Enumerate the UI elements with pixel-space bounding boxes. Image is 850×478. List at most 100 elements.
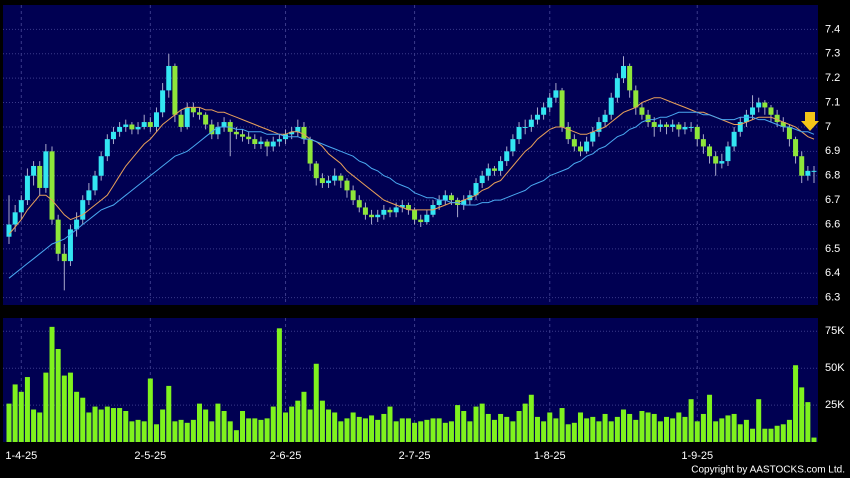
volume-bar: [135, 419, 141, 442]
candle-body: [577, 146, 583, 152]
candle-body: [534, 114, 540, 120]
volume-bar: [178, 419, 184, 442]
candle-body: [301, 126, 307, 140]
volume-tick-label: 25K: [825, 399, 845, 411]
volume-bar: [596, 421, 602, 442]
candle-body: [160, 90, 166, 113]
volume-bar: [774, 425, 780, 442]
x-tick-label: 1-4-25: [5, 450, 37, 462]
candle-body: [473, 183, 479, 196]
copyright: Copyright by AASTOCKS.com Ltd.: [691, 465, 845, 476]
volume-bar: [221, 411, 227, 442]
candle-body: [608, 97, 614, 115]
candle-body: [774, 114, 780, 123]
candle-body: [565, 126, 571, 140]
volume-bar: [104, 406, 110, 442]
volume-bar: [528, 394, 534, 442]
candle-body: [147, 122, 153, 127]
candle-body: [621, 65, 627, 79]
candle-body: [24, 175, 30, 201]
candle-body: [166, 65, 172, 91]
volume-bar: [350, 412, 356, 442]
volume-bar: [577, 412, 583, 442]
y-tick-label: 6.7: [825, 194, 840, 206]
volume-bar: [534, 416, 540, 442]
volume-bar: [153, 424, 159, 442]
volume-bar: [276, 328, 282, 442]
candle-body: [664, 124, 670, 127]
volume-bar: [160, 409, 166, 442]
candle-body: [461, 200, 467, 205]
candle-body: [424, 214, 430, 223]
marker-arrow: [801, 112, 819, 131]
volume-bar: [166, 385, 172, 442]
volume-bar: [793, 365, 799, 442]
candle-body: [196, 112, 202, 115]
candle-body: [6, 224, 12, 237]
volume-bar: [491, 419, 497, 442]
volume-bar: [338, 421, 344, 442]
candle-body: [399, 205, 405, 208]
candle-body: [596, 122, 602, 132]
volume-bar: [258, 419, 264, 442]
candle-body: [522, 126, 528, 128]
volume-bar: [657, 421, 663, 442]
volume-bar: [31, 409, 37, 442]
candle-body: [37, 165, 43, 188]
y-tick-label: 6.9: [825, 145, 840, 157]
volume-bar: [436, 418, 442, 442]
volume-bar: [811, 437, 817, 442]
candle-body: [215, 126, 221, 135]
volume-bar: [356, 416, 362, 442]
candle-body: [129, 124, 135, 130]
moving-average-line: [8, 97, 815, 235]
candle-body: [485, 168, 491, 176]
volume-bar: [399, 418, 405, 442]
volume-bar: [510, 421, 516, 442]
candle-body: [614, 78, 620, 98]
candle-body: [700, 139, 706, 147]
volume-bar: [393, 421, 399, 442]
candle-body: [571, 139, 577, 147]
moving-average-line: [8, 111, 815, 279]
candle-body: [55, 219, 61, 254]
candle-body: [682, 126, 688, 130]
candle-body: [135, 126, 141, 130]
candle-body: [670, 124, 676, 127]
volume-bar: [780, 424, 786, 442]
volume-bar: [516, 411, 522, 442]
candle-body: [246, 136, 252, 140]
candle-body: [313, 163, 319, 179]
candle-body: [338, 175, 344, 181]
volume-bar: [633, 419, 639, 442]
candle-body: [811, 170, 817, 172]
candle-body: [387, 209, 393, 213]
volume-bar: [92, 406, 98, 442]
candle-body: [805, 170, 811, 176]
candle-body: [319, 178, 325, 184]
volume-bar: [688, 399, 694, 442]
y-tick-label: 7.3: [825, 48, 840, 60]
volume-bar: [670, 418, 676, 442]
candle-body: [270, 141, 276, 147]
candle-body: [590, 131, 596, 142]
candle-body: [123, 124, 129, 127]
volume-bar: [74, 391, 80, 442]
volume-bar: [37, 412, 43, 442]
marks: [6, 53, 817, 442]
candle-body: [209, 124, 215, 135]
volume-bar: [129, 421, 135, 442]
candle-body: [356, 200, 362, 208]
volume-bar: [375, 419, 381, 442]
candle-body: [92, 175, 98, 191]
candle-body: [369, 214, 375, 218]
candle-body: [768, 107, 774, 115]
candle-body: [332, 175, 338, 181]
candle-body: [80, 200, 86, 220]
volume-bar: [608, 421, 614, 442]
x-tick-label: 1-8-25: [534, 450, 566, 462]
candle-body: [49, 151, 55, 220]
volume-bar: [473, 406, 479, 442]
volume-bar: [209, 421, 215, 442]
